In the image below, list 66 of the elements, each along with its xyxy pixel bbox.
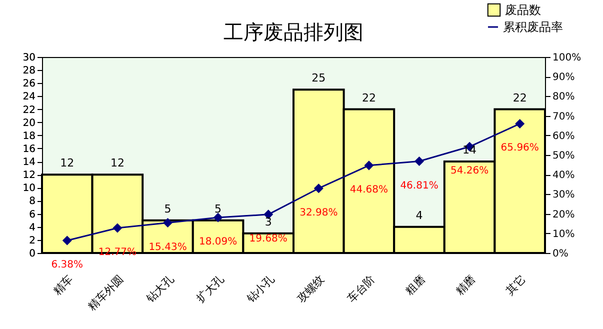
x-tick-label: 精车: [50, 272, 76, 298]
legend-label: 废品数: [505, 3, 541, 17]
y2-tick-label: 30%: [552, 190, 575, 201]
data-label: 25: [312, 72, 326, 85]
y-tick-label: 20: [22, 118, 36, 129]
data-label: 22: [512, 91, 527, 104]
y-tick-label: 10: [22, 183, 36, 194]
chart-title: 工序废品排列图: [224, 20, 364, 44]
point: [364, 161, 374, 170]
data-label: 12: [60, 156, 74, 170]
data-label: 44.68%: [350, 184, 388, 196]
y-tick-label: 8: [29, 196, 36, 208]
y2-tick-label: 70%: [552, 111, 575, 122]
y-tick-label: 4: [29, 222, 36, 234]
y-tick-label: 14: [22, 157, 36, 168]
data-label: 32.98%: [300, 207, 338, 218]
x-tick-label: 扩大孔: [194, 272, 227, 306]
legend-label: 累积废品率: [503, 20, 563, 34]
data-label: 18.09%: [198, 236, 238, 248]
y-tick-label: 6: [29, 209, 36, 220]
data-label: 54.26%: [450, 166, 489, 177]
point: [515, 119, 524, 128]
data-label: 4: [416, 208, 423, 222]
point: [414, 156, 424, 166]
x-tick-label: 攻螺纹: [294, 272, 328, 306]
data-label: 65.96%: [500, 142, 539, 154]
point: [113, 224, 122, 232]
y-tick-label: 30: [22, 52, 36, 64]
y-tick-label: 26: [22, 78, 36, 90]
x-tick-label: 其它: [504, 272, 528, 298]
y2-tick-label: 100%: [552, 52, 582, 64]
x-tick-label: 粗磨: [402, 272, 428, 298]
y-tick-label: 2: [29, 235, 36, 246]
data-label: 5: [214, 202, 222, 216]
data-label: 6.38%: [51, 259, 84, 270]
y2-tick-label: 20%: [552, 209, 575, 220]
y-tick-label: 28: [22, 66, 36, 77]
x-tick-label: 精车外圆: [86, 272, 126, 314]
y2-tick-label: 0%: [552, 248, 568, 260]
data-label: 46.81%: [400, 180, 438, 192]
y-tick-label: 18: [22, 130, 36, 142]
point: [214, 213, 222, 222]
data-label: 5: [164, 202, 172, 216]
y2-tick-label: 40%: [552, 170, 575, 182]
y2-tick-label: 60%: [552, 130, 575, 142]
y2-tick-label: 90%: [552, 72, 575, 84]
x-tick-label: 车台阶: [344, 272, 378, 306]
data-label: 3: [264, 215, 272, 228]
x-tick-label: 精磨: [453, 272, 478, 298]
data-label: 19.68%: [249, 233, 288, 244]
data-label: 12: [110, 156, 124, 170]
point: [314, 184, 324, 193]
point: [163, 218, 172, 228]
y-tick-label: 24: [22, 92, 36, 103]
data-label: 15.43%: [148, 242, 187, 253]
y-tick-label: 22: [22, 104, 36, 116]
y-tick-label: 0: [29, 248, 36, 260]
y2-tick-label: 50%: [552, 150, 575, 162]
point: [62, 236, 72, 245]
x-tick-label: 钻大孔: [143, 272, 176, 306]
data-label: 22: [362, 91, 376, 104]
x-tick-label: 钻小孔: [244, 272, 277, 306]
y2-tick-label: 10%: [552, 228, 575, 240]
y2-tick-label: 80%: [552, 92, 575, 103]
y-tick-label: 16: [22, 144, 36, 155]
y-tick-label: 12: [22, 170, 36, 182]
